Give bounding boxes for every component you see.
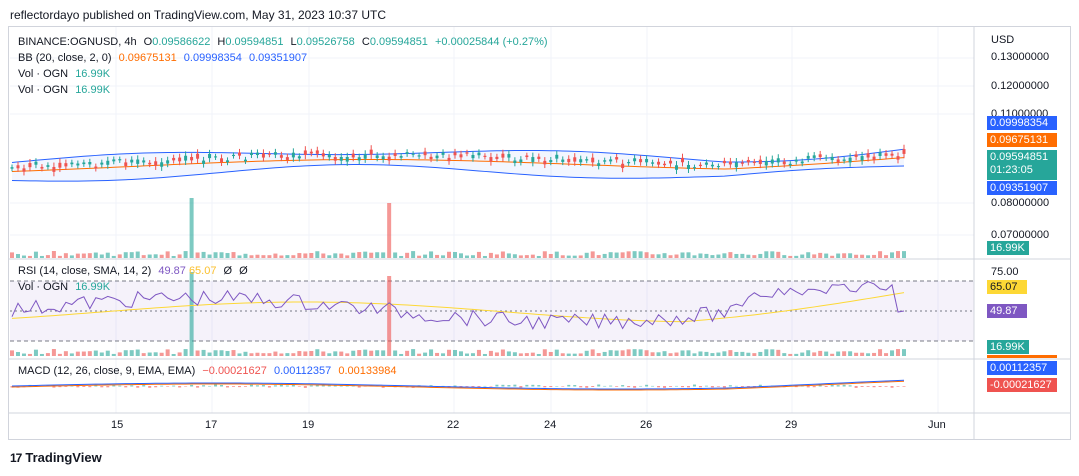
currency-label[interactable]: USD	[991, 34, 1015, 46]
bb-upper-tag: 0.09998354	[987, 116, 1057, 130]
macd-hist-value: −0.00021627	[202, 365, 267, 377]
close-value: 0.09594851	[369, 36, 428, 48]
bar-countdown: 01:23:05	[990, 164, 1033, 176]
volume-tag: 16.99K	[987, 241, 1029, 255]
vol-legend-1[interactable]: Vol · OGN 16.99K	[18, 68, 114, 80]
macd-label: MACD (12, 26, close, 9, EMA, EMA)	[18, 365, 196, 377]
candlesticks	[10, 144, 906, 177]
rsi-volume-bars	[10, 272, 906, 356]
bb-legend[interactable]: BB (20, close, 2, 0) 0.09675131 0.099983…	[18, 52, 311, 64]
chart-frame	[8, 26, 1071, 440]
macd-value: 0.00112357	[273, 365, 332, 377]
vol-label: Vol · OGN	[18, 281, 69, 293]
time-tick: 19	[302, 419, 315, 431]
bb-upper-value: 0.09998354	[183, 52, 242, 64]
vol-value: 16.99K	[75, 68, 111, 80]
bb-basis-tag: 0.09675131	[987, 133, 1057, 147]
grid-lines	[10, 27, 974, 413]
time-tick: 24	[544, 419, 557, 431]
macd-lines	[10, 379, 906, 391]
vol-value: 16.99K	[75, 84, 111, 96]
rsi-value: 49.87	[158, 265, 186, 277]
bb-label: BB (20, close, 2, 0)	[18, 52, 112, 64]
time-tick: 29	[785, 419, 798, 431]
rsi-axis-top: 75.00	[991, 266, 1019, 278]
symbol-name[interactable]: BINANCE:OGNUSD, 4h	[18, 36, 137, 48]
rsi-legend[interactable]: RSI (14, close, SMA, 14, 2) 49.87 65.07 …	[18, 265, 248, 277]
rsi-label: RSI (14, close, SMA, 14, 2)	[18, 265, 152, 277]
macd-signal-tag	[987, 355, 1057, 358]
bollinger-fill	[12, 149, 904, 182]
rsi-ma-value: 65.07	[188, 265, 217, 277]
price-tick: 0.08000000	[991, 197, 1050, 209]
bb-basis-value: 0.09675131	[118, 52, 177, 64]
low-value: 0.09526758	[296, 36, 355, 48]
macd-hist-tag: -0.00021627	[987, 378, 1057, 392]
price-tick: 0.07000000	[991, 229, 1050, 241]
bb-lower-value: 0.09351907	[248, 52, 308, 64]
vol-label: Vol · OGN	[18, 84, 69, 96]
high-value: 0.09594851	[225, 36, 284, 48]
tradingview-logo-icon: 17	[10, 450, 22, 465]
rsi-lines	[11, 281, 905, 330]
rsi-vol-tag: 16.99K	[987, 340, 1029, 354]
rsi-vol-legend[interactable]: Vol · OGN 16.99K	[18, 281, 114, 293]
rsi-ma-tag: 65.07	[987, 280, 1027, 294]
time-tick: 17	[205, 419, 218, 431]
macd-tag: 0.00112357	[987, 361, 1057, 375]
time-tick: 22	[447, 419, 460, 431]
vol-value: 16.99K	[75, 281, 111, 293]
time-tick: 15	[111, 419, 124, 431]
last-price: 0.09594851	[990, 151, 1049, 163]
time-tick: 26	[640, 419, 653, 431]
last-price-tag: 0.09594851 01:23:05	[987, 150, 1057, 180]
bb-lower-tag: 0.09351907	[987, 181, 1057, 195]
time-tick: Jun	[928, 419, 946, 431]
price-tick: 0.13000000	[991, 51, 1050, 63]
tradingview-footer[interactable]: 17 TradingView	[10, 450, 102, 465]
rsi-tag: 49.87	[987, 304, 1027, 318]
publish-info: reflectordayo published on TradingView.c…	[10, 8, 386, 22]
brand-name: TradingView	[25, 450, 102, 465]
symbol-legend[interactable]: BINANCE:OGNUSD, 4h O0.09586622 H0.095948…	[18, 36, 548, 48]
volume-bars	[10, 198, 906, 258]
vol-legend-2[interactable]: Vol · OGN 16.99K	[18, 84, 114, 96]
open-value: 0.09586622	[152, 36, 211, 48]
vol-label: Vol · OGN	[18, 68, 69, 80]
macd-signal-value: 0.00133984	[338, 365, 397, 377]
macd-legend[interactable]: MACD (12, 26, close, 9, EMA, EMA) −0.000…	[18, 365, 400, 377]
price-tick: 0.12000000	[991, 80, 1050, 92]
change-value: +0.00025844 (+0.27%)	[435, 36, 548, 48]
